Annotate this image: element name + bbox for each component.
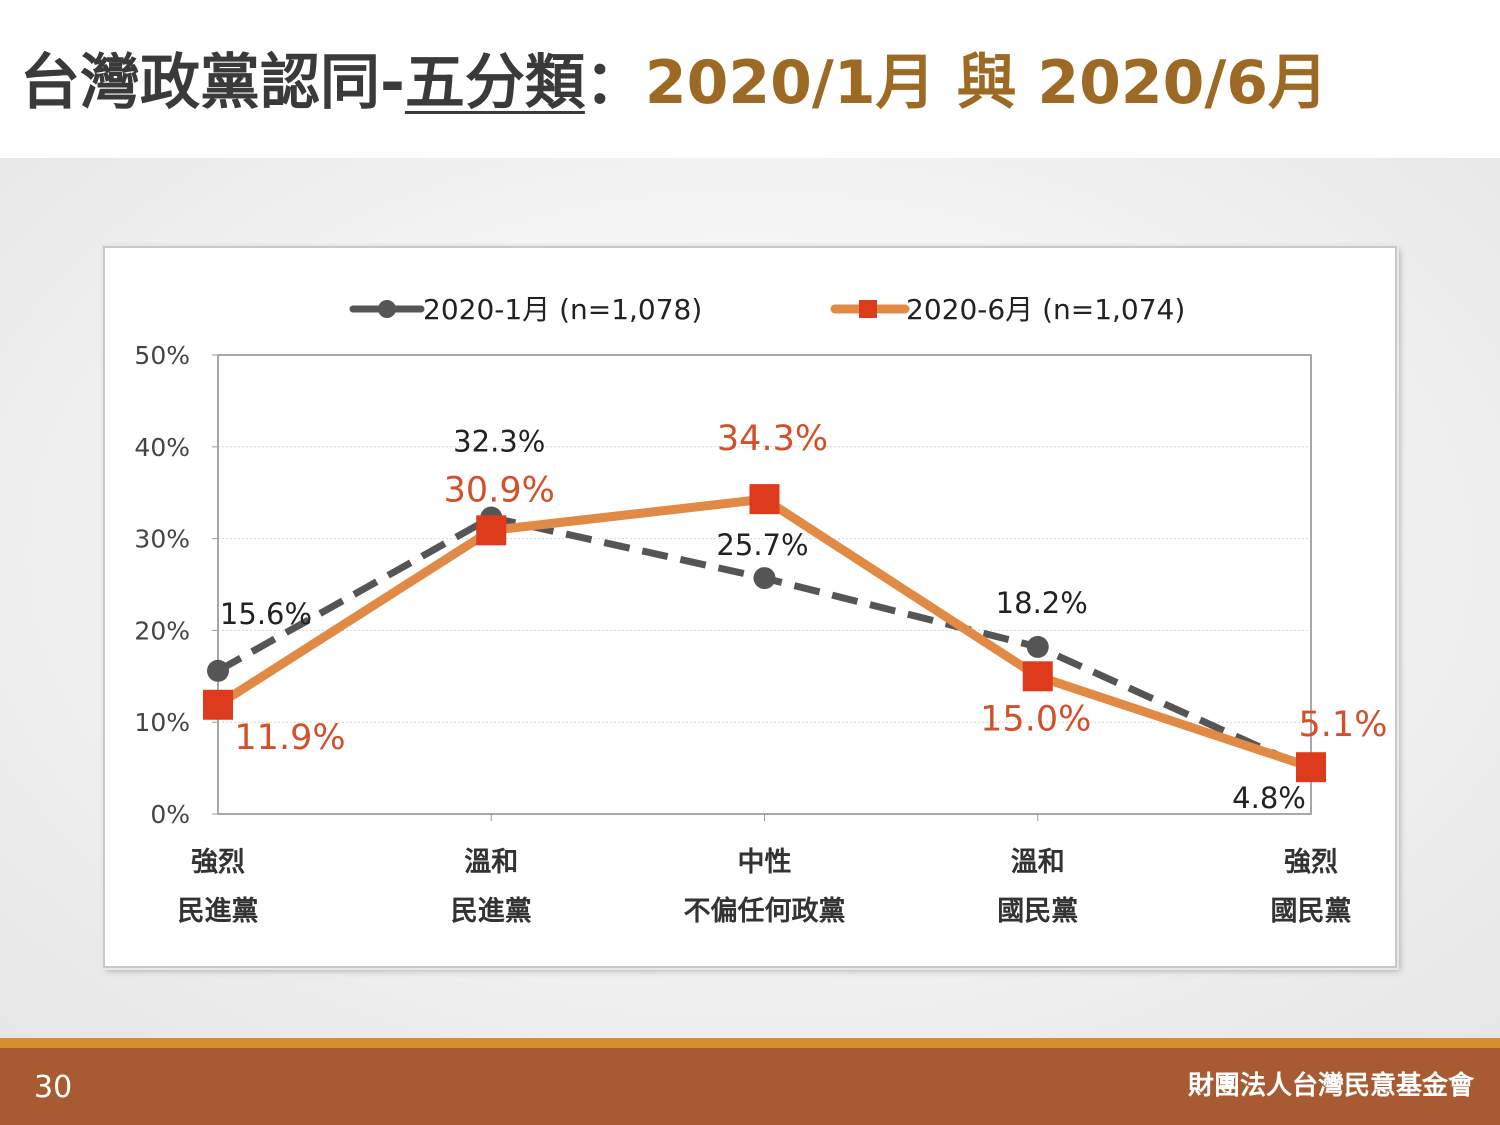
x-tick-label: 民進黨 xyxy=(178,896,259,927)
data-label-2020-01: 4.8% xyxy=(1232,781,1306,815)
data-label-2020-01: 18.2% xyxy=(996,586,1088,620)
y-tick-label: 50% xyxy=(134,341,190,370)
data-point-2020-06 xyxy=(749,484,780,515)
data-point-2020-06 xyxy=(1022,661,1053,692)
slide-title: 台灣政黨認同-五分類：2020/1月 與 2020/6月 xyxy=(20,38,1328,128)
data-point-2020-06 xyxy=(203,689,233,720)
data-label-2020-01: 25.7% xyxy=(716,528,808,562)
title-colon: ： xyxy=(584,48,645,118)
title-underlined: 五分類 xyxy=(404,48,585,118)
legend-marker-2020-06 xyxy=(859,300,877,318)
data-point-2020-06 xyxy=(476,515,507,546)
data-point-2020-01 xyxy=(753,567,776,590)
data-point-2020-06 xyxy=(1296,752,1326,783)
y-tick-label: 0% xyxy=(150,800,190,829)
y-tick-label: 40% xyxy=(134,433,190,462)
y-tick-label: 20% xyxy=(134,616,190,645)
data-label-2020-06: 34.3% xyxy=(717,419,828,459)
data-point-2020-01 xyxy=(207,659,229,682)
footer-accent-line xyxy=(0,1038,1500,1048)
y-tick-label: 30% xyxy=(134,525,190,554)
data-label-2020-01: 15.6% xyxy=(220,597,312,631)
x-tick-label: 中性 xyxy=(738,847,792,878)
footer-bar xyxy=(0,1048,1500,1125)
y-tick-label: 10% xyxy=(134,708,190,737)
legend-marker-2020-01 xyxy=(378,300,396,318)
x-tick-label: 國民黨 xyxy=(1271,896,1352,927)
x-tick-label: 溫和 xyxy=(1011,847,1065,878)
data-label-2020-06: 11.9% xyxy=(234,718,345,758)
page-number: 30 xyxy=(34,1070,73,1105)
x-tick-label: 民進黨 xyxy=(451,896,532,927)
title-main: 台灣政黨認同- xyxy=(20,48,405,118)
x-tick-label: 不偏任何政黨 xyxy=(684,896,846,927)
x-tick-label: 溫和 xyxy=(464,847,518,878)
legend-label-2020-06: 2020-6月 (n=1,074) xyxy=(906,293,1185,326)
legend-label-2020-01: 2020-1月 (n=1,078) xyxy=(423,293,702,326)
title-dates: 2020/1月 與 2020/6月 xyxy=(644,48,1328,118)
organization-name: 財團法人台灣民意基金會 xyxy=(1187,1071,1474,1101)
data-label-2020-06: 30.9% xyxy=(444,470,555,510)
data-label-2020-01: 32.3% xyxy=(453,424,545,458)
x-tick-label: 強烈 xyxy=(1284,847,1338,878)
chart-panel: 0% 10% 20% 30% 40% 50% 強烈民進黨 溫和民進黨 中性不偏任何政黨 溫和國民黨… xyxy=(103,246,1397,968)
x-tick-label: 強烈 xyxy=(191,847,245,878)
data-label-2020-06: 15.0% xyxy=(980,699,1091,739)
x-tick-label: 國民黨 xyxy=(997,896,1078,927)
data-label-2020-06: 5.1% xyxy=(1299,705,1388,745)
data-point-2020-01 xyxy=(1026,635,1049,658)
